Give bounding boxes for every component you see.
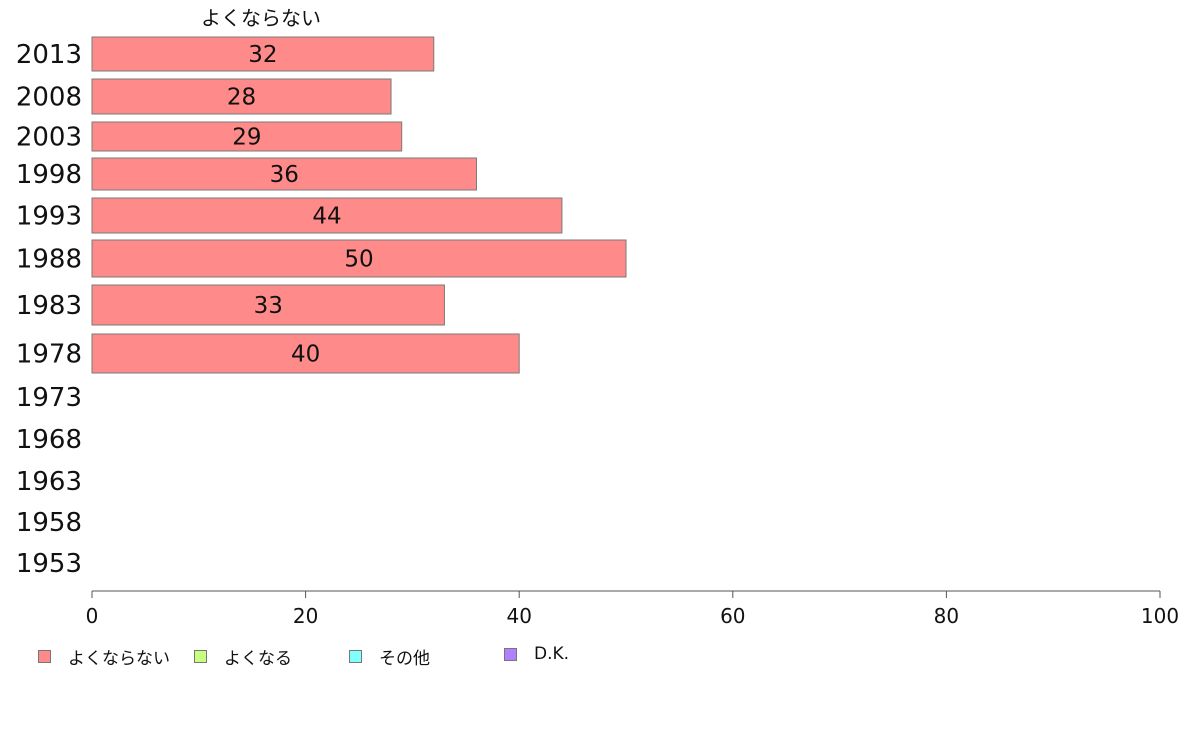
y-tick-label: 1983 bbox=[16, 291, 82, 321]
bar bbox=[91, 78, 392, 115]
legend-label: その他 bbox=[379, 649, 430, 669]
x-tick-label: 0 bbox=[86, 604, 99, 628]
y-tick-label: 1953 bbox=[16, 549, 82, 579]
x-tick-label: 60 bbox=[720, 604, 745, 628]
y-tick-label: 1993 bbox=[16, 202, 82, 232]
legend-item-0: よくならない bbox=[38, 644, 170, 669]
y-tick-label: 2003 bbox=[16, 123, 82, 153]
legend-item-2: その他 bbox=[349, 644, 430, 669]
x-tick-label: 40 bbox=[506, 604, 531, 628]
x-tick-label: 20 bbox=[293, 604, 318, 628]
bar-value-label: 50 bbox=[344, 247, 373, 273]
series-header: よくならない bbox=[201, 6, 321, 30]
y-tick-label: 1978 bbox=[16, 340, 82, 370]
bar bbox=[91, 157, 477, 191]
legend-swatch bbox=[504, 647, 517, 661]
y-tick-label: 1968 bbox=[16, 425, 82, 455]
y-tick-label: 2008 bbox=[16, 83, 82, 113]
legend-item-3: D.K. bbox=[504, 644, 569, 664]
bar bbox=[91, 333, 520, 374]
legend-label: よくならない bbox=[68, 649, 170, 669]
bar bbox=[91, 284, 445, 326]
bar bbox=[91, 36, 435, 72]
legend-label: よくなる bbox=[224, 649, 292, 669]
y-tick-label: 1998 bbox=[16, 160, 82, 190]
bar-value-label: 44 bbox=[312, 204, 341, 230]
legend-item-1: よくなる bbox=[194, 644, 292, 669]
bar bbox=[91, 121, 403, 152]
y-tick-label: 2013 bbox=[16, 40, 82, 70]
x-tick-label: 100 bbox=[1141, 604, 1179, 628]
bar bbox=[91, 197, 563, 234]
legend-swatch bbox=[38, 650, 51, 663]
y-axis-labels: 2013 2008 2003 1998 1993 1988 1983 1978 1973 1968… bbox=[16, 40, 82, 579]
legend-swatch bbox=[349, 650, 362, 663]
y-tick-label: 1958 bbox=[16, 508, 82, 538]
bar bbox=[91, 239, 627, 278]
x-tick-label: 80 bbox=[934, 604, 959, 628]
x-axis: 0 20 40 60 80 100 bbox=[86, 590, 1179, 628]
y-tick-label: 1988 bbox=[16, 245, 82, 275]
legend-label: D.K. bbox=[534, 644, 570, 664]
y-tick-label: 1973 bbox=[16, 383, 82, 413]
bar-value-label: 29 bbox=[232, 125, 261, 151]
y-tick-label: 1963 bbox=[16, 467, 82, 497]
bar-value-label: 28 bbox=[227, 85, 256, 111]
bar-value-label: 36 bbox=[270, 162, 299, 188]
bar-value-label: 32 bbox=[248, 42, 277, 68]
legend-swatch bbox=[194, 650, 207, 663]
bar-value-label: 33 bbox=[254, 293, 283, 319]
bar-value-label: 40 bbox=[291, 342, 320, 368]
